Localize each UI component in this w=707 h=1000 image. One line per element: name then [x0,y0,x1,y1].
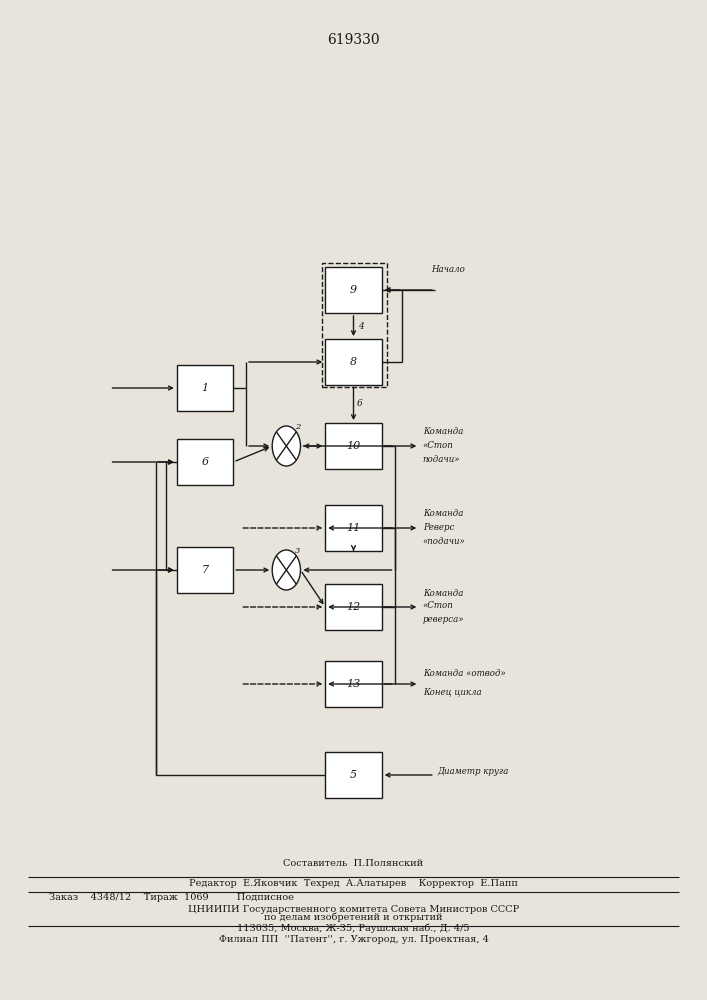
Text: реверса»: реверса» [423,615,464,624]
Bar [325,423,382,469]
Text: 619330: 619330 [327,33,380,47]
Text: 12: 12 [346,602,361,612]
Text: Заказ    4348/12    Тираж  1069         Подписное: Заказ 4348/12 Тираж 1069 Подписное [49,894,294,902]
Text: 9: 9 [350,285,357,295]
Text: Реверс: Реверс [423,522,454,532]
Text: Команда: Команда [423,427,463,436]
Bar [325,505,382,551]
Bar [325,267,382,313]
Text: Филиал ПП  ''Патент'', г. Ужгород, ул. Проектная, 4: Филиал ПП ''Патент'', г. Ужгород, ул. Пр… [218,934,489,944]
Text: 11: 11 [346,523,361,533]
Bar [177,439,233,485]
Text: Команда «отвод»: Команда «отвод» [423,670,506,678]
Bar [177,547,233,593]
Text: 10: 10 [346,441,361,451]
Text: 6: 6 [201,457,209,467]
Circle shape [272,426,300,466]
Text: 13: 13 [346,679,361,689]
Text: Диаметр круга: Диаметр круга [437,766,508,776]
Text: 4: 4 [358,322,363,331]
Text: Конец цикла: Конец цикла [423,688,481,696]
Text: «Стоп: «Стоп [423,601,453,610]
Text: по делам изобретений и открытий: по делам изобретений и открытий [264,912,443,922]
Circle shape [272,550,300,590]
Text: Начало: Начало [431,265,465,274]
Bar [177,365,233,411]
Text: 3: 3 [295,547,300,555]
Text: Составитель  П.Полянский: Составитель П.Полянский [284,860,423,868]
Text: Команда: Команда [423,588,463,597]
Text: 5: 5 [350,770,357,780]
Text: ЦНИИПИ Государственного комитета Совета Министров СССР: ЦНИИПИ Государственного комитета Совета … [188,904,519,914]
Text: 8: 8 [350,357,357,367]
Bar [325,661,382,707]
Text: 6: 6 [357,399,363,408]
Text: 7: 7 [201,565,209,575]
Text: 1: 1 [201,383,209,393]
Text: 2: 2 [295,423,300,431]
Text: «подачи»: «подачи» [423,536,465,546]
Bar [325,752,382,798]
Text: «Стоп: «Стоп [423,440,453,450]
Text: Редактор  Е.Яковчик  Техред  А.Алатырев    Корректор  Е.Папп: Редактор Е.Яковчик Техред А.Алатырев Кор… [189,879,518,888]
Bar [325,584,382,630]
Text: 113035, Москва, Ж-35, Раушская наб., Д. 4/5: 113035, Москва, Ж-35, Раушская наб., Д. … [238,923,469,933]
Bar [322,263,387,387]
Text: подачи»: подачи» [423,454,460,464]
Bar [325,339,382,385]
Text: Команда: Команда [423,510,463,518]
